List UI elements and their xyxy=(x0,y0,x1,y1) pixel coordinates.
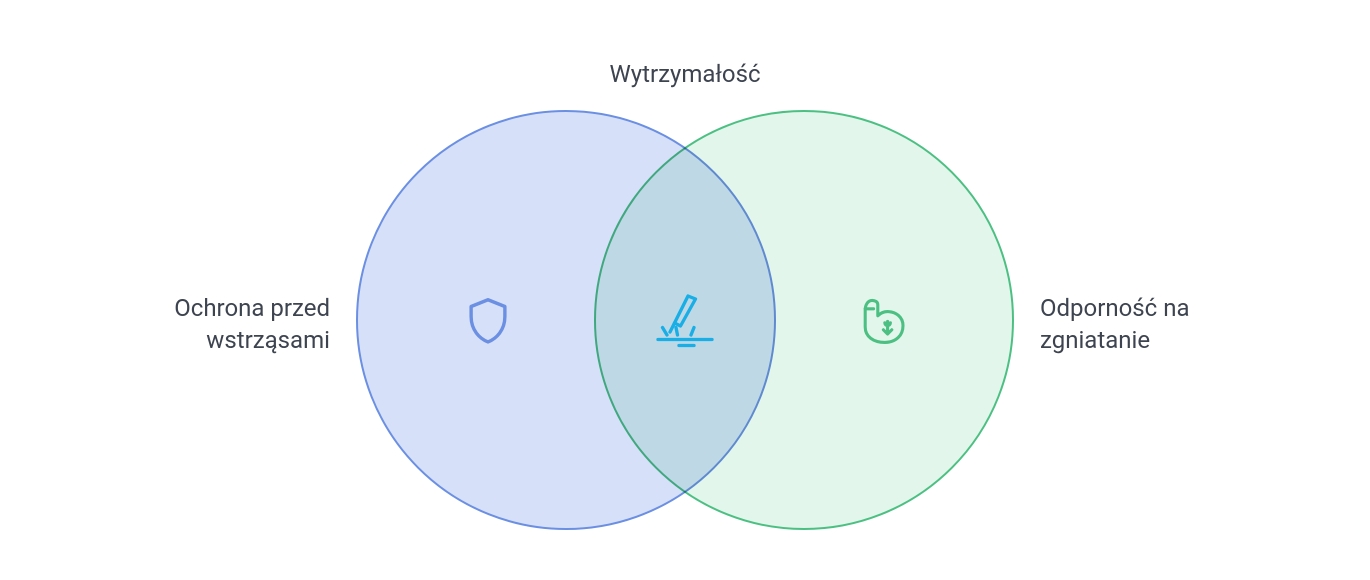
diagram-title: Wytrzymałość xyxy=(0,60,1370,88)
left-set-label-line2: wstrząsami xyxy=(206,326,330,354)
left-set-label-line1: Ochrona przed xyxy=(174,294,330,322)
right-set-label-line2: zgniatanie xyxy=(1040,326,1150,354)
venn-diagram: Wytrzymałość Ochrona przed wstrząsami Od… xyxy=(0,0,1370,580)
left-set-label: Ochrona przed wstrząsami xyxy=(90,292,330,357)
right-set-label-line1: Odporność na xyxy=(1040,294,1190,322)
muscle-arm-icon xyxy=(854,292,910,348)
knife-cut-icon xyxy=(655,290,715,350)
right-set-label: Odporność na zgniatanie xyxy=(1040,292,1280,357)
shield-icon xyxy=(461,293,515,347)
